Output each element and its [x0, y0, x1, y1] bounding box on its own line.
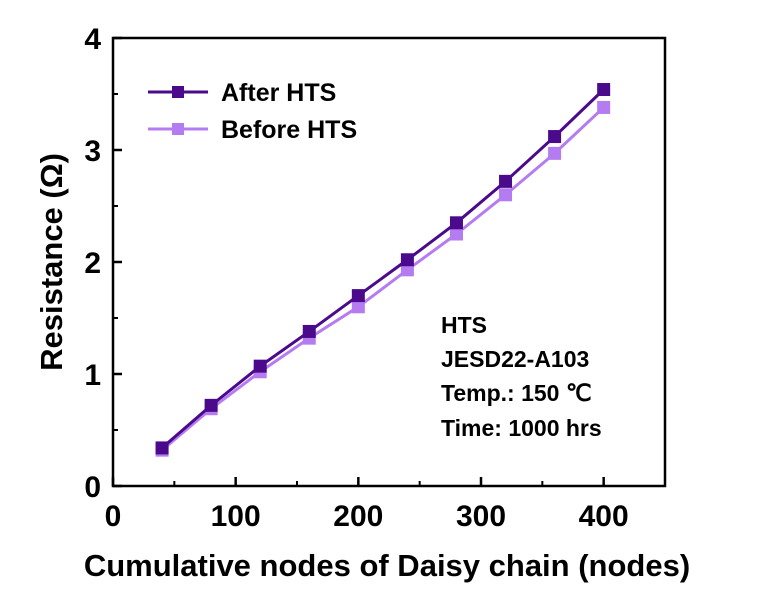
- data-point-after-hts: [204, 398, 218, 412]
- data-point-before-hts: [548, 146, 562, 160]
- data-point-before-hts: [499, 188, 513, 202]
- data-point-after-hts: [155, 441, 169, 455]
- x-tick-label: 100: [211, 500, 261, 533]
- annotation-time: Time: 1000 hrs: [441, 415, 602, 441]
- x-tick-label: 0: [105, 500, 122, 533]
- data-point-after-hts: [400, 253, 414, 267]
- annotation-temperature: Temp.: 150 ℃: [441, 380, 592, 406]
- y-tick-label: 3: [84, 135, 101, 168]
- y-tick-label: 1: [84, 359, 101, 392]
- x-axis-title: Cumulative nodes of Daisy chain (nodes): [84, 548, 690, 583]
- data-point-before-hts: [351, 300, 365, 314]
- y-tick-label: 4: [84, 23, 101, 56]
- data-point-before-hts: [597, 100, 611, 114]
- legend: After HTS Before HTS: [148, 79, 357, 144]
- ticks-layer: 0 100 200 300 400 0 1 2 3 4: [84, 23, 628, 533]
- series-line-after-hts: [161, 88, 605, 450]
- legend-label-before-hts: Before HTS: [221, 116, 357, 144]
- annotation-standard: JESD22-A103: [441, 346, 589, 372]
- legend-marker-before-hts: [172, 123, 184, 135]
- series-line-before-hts: [161, 106, 605, 452]
- data-point-after-hts: [548, 130, 562, 144]
- data-point-after-hts: [302, 324, 316, 338]
- data-point-before-hts: [400, 263, 414, 277]
- annotation-block: HTS JESD22-A103 Temp.: 150 ℃ Time: 1000 …: [441, 312, 602, 441]
- legend-marker-after-hts: [172, 86, 184, 98]
- data-point-after-hts: [253, 359, 267, 373]
- y-tick-label: 2: [84, 247, 101, 280]
- series-layer: [155, 83, 611, 457]
- x-tick-label: 300: [456, 500, 506, 533]
- y-axis-title: Resistance (Ω): [34, 153, 69, 371]
- annotation-test-name: HTS: [441, 312, 487, 338]
- x-tick-label: 400: [579, 500, 629, 533]
- data-point-after-hts: [499, 174, 513, 188]
- legend-label-after-hts: After HTS: [221, 79, 336, 107]
- data-point-before-hts: [449, 227, 463, 241]
- x-tick-label: 200: [333, 500, 383, 533]
- data-point-after-hts: [449, 216, 463, 230]
- data-point-after-hts: [597, 83, 611, 97]
- y-tick-label: 0: [84, 471, 101, 504]
- data-point-after-hts: [351, 289, 365, 303]
